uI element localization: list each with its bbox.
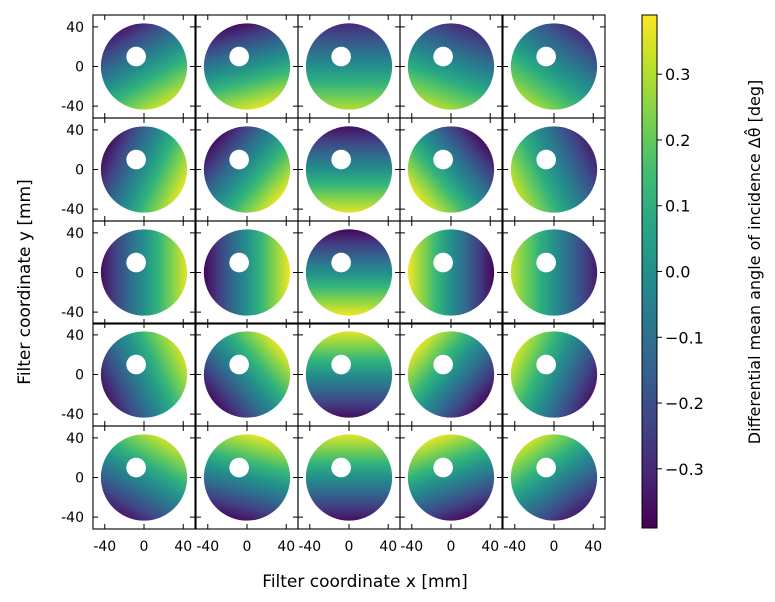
annulus-map — [407, 229, 495, 316]
annulus-map — [100, 331, 188, 418]
annulus-map — [510, 126, 598, 213]
colorbar-tick-label: 0.0 — [665, 263, 690, 282]
x-tick-label-c2: 40 — [277, 539, 295, 555]
colorbar-tick-label: −0.2 — [665, 394, 704, 413]
panel-r2-c4 — [399, 117, 503, 222]
x-tick-label-c2: 0 — [243, 539, 252, 555]
annulus-map — [407, 23, 495, 110]
annulus-map — [510, 331, 598, 418]
y-tick-label-r5: 0 — [75, 471, 84, 487]
annulus-map — [305, 126, 393, 213]
annulus-map — [100, 229, 188, 316]
panel-r2-c5 — [502, 117, 606, 222]
x-tick-label-c3: 0 — [345, 539, 354, 555]
x-tick-label-c4: 40 — [481, 539, 499, 555]
annulus-map — [100, 434, 188, 521]
annulus-map — [203, 331, 291, 418]
y-tick-label-r3: 0 — [75, 266, 84, 282]
x-tick-label-c1: -40 — [93, 539, 116, 555]
y-tick-label-r3: -40 — [61, 305, 84, 321]
colorbar-tick-label: −0.3 — [665, 460, 704, 479]
annulus-map — [407, 434, 495, 521]
colorbar-label: Differential mean angle of incidence Δθ̂… — [744, 80, 764, 445]
annulus-map — [305, 434, 393, 521]
x-tick-label-c5: 0 — [550, 539, 559, 555]
panel-r3-c1 — [92, 220, 196, 325]
x-tick-label-c3: -40 — [298, 539, 321, 555]
panel-r4-c3 — [297, 322, 401, 427]
panel-r4-c4 — [399, 322, 503, 427]
y-tick-label-r4: 40 — [66, 328, 84, 344]
y-tick-label-r2: 40 — [66, 123, 84, 139]
colorbar-tick-label: −0.1 — [665, 328, 704, 347]
y-tick-label-r1: 40 — [66, 20, 84, 36]
colorbar-tick-label: 0.3 — [665, 65, 690, 84]
x-tick-label-c1: 40 — [174, 539, 192, 555]
x-tick-label-c1: 0 — [140, 539, 149, 555]
y-tick-labels: 40 0 -40 40 0 -40 40 0 -40 40 0 -40 40 0 -40 — [61, 20, 84, 526]
x-tick-label-c3: 40 — [379, 539, 397, 555]
annulus-map — [407, 331, 495, 418]
annulus-map — [510, 229, 598, 316]
panel-r1-c1 — [92, 14, 196, 119]
annulus-map — [305, 229, 393, 316]
x-tick-label-c5: 40 — [584, 539, 602, 555]
x-tick-labels: -40 0 40 -40 0 40 -40 0 40 -40 0 40 -40 0 40 — [93, 539, 602, 555]
y-tick-label-r3: 40 — [66, 226, 84, 242]
panel-r3-c3 — [297, 220, 401, 325]
panel-r5-c4 — [399, 425, 503, 530]
panel-r3-c2 — [195, 220, 299, 325]
y-tick-label-r5: 40 — [66, 431, 84, 447]
annulus-map — [407, 126, 495, 213]
annulus-map — [305, 23, 393, 110]
y-axis-label: Filter coordinate y [mm] — [15, 179, 35, 384]
annulus-map — [100, 23, 188, 110]
y-tick-label-r4: 0 — [75, 368, 84, 384]
panel-r5-c3 — [297, 425, 401, 530]
y-tick-label-r2: 0 — [75, 163, 84, 179]
x-tick-label-c5: -40 — [503, 539, 526, 555]
panel-grid — [92, 14, 606, 530]
x-tick-label-c4: -40 — [400, 539, 423, 555]
x-axis-label: Filter coordinate x [mm] — [262, 572, 467, 592]
y-tick-label-r5: -40 — [61, 510, 84, 526]
panel-r1-c4 — [399, 14, 503, 119]
y-tick-label-r4: -40 — [61, 407, 84, 423]
annulus-map — [510, 23, 598, 110]
annulus-map — [203, 23, 291, 110]
panel-r1-c3 — [297, 14, 401, 119]
panel-r2-c2 — [195, 117, 299, 222]
x-tick-label-c4: 0 — [447, 539, 456, 555]
colorbar: 0.3 0.2 0.1 0.0 −0.1 −0.2 −0.3 — [641, 14, 704, 529]
panel-r4-c5 — [502, 322, 606, 427]
colorbar-tick-label: 0.2 — [665, 131, 690, 150]
y-tick-label-r1: -40 — [61, 99, 84, 115]
panel-r5-c1 — [92, 425, 196, 530]
panel-r1-c2 — [195, 14, 299, 119]
annulus-map — [203, 229, 291, 316]
annulus-map — [305, 331, 393, 418]
panel-r1-c5 — [502, 14, 606, 119]
annulus-map — [203, 434, 291, 521]
annulus-map — [203, 126, 291, 213]
annulus-map — [100, 126, 188, 213]
panel-r4-c2 — [195, 322, 299, 427]
x-tick-label-c2: -40 — [196, 539, 219, 555]
colorbar-tick-label: 0.1 — [665, 197, 690, 216]
panel-r3-c5 — [502, 220, 606, 325]
panel-r5-c2 — [195, 425, 299, 530]
panel-r5-c5 — [502, 425, 606, 530]
annulus-map — [510, 434, 598, 521]
panel-r2-c3 — [297, 117, 401, 222]
colorbar-fill — [642, 15, 657, 528]
y-tick-label-r1: 0 — [75, 60, 84, 76]
panel-r4-c1 — [92, 322, 196, 427]
panel-r3-c4 — [399, 220, 503, 325]
y-tick-label-r2: -40 — [61, 202, 84, 218]
panel-r2-c1 — [92, 117, 196, 222]
